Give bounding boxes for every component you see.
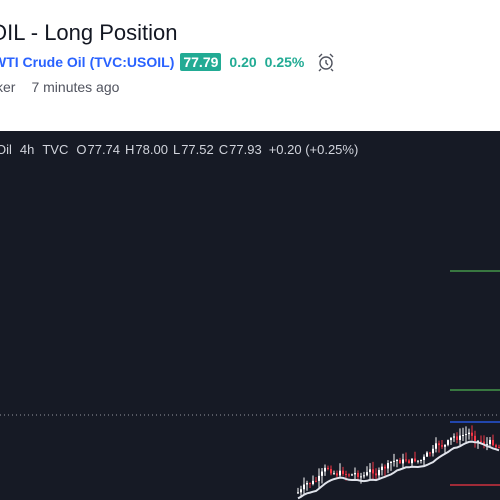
candle-body bbox=[462, 435, 464, 437]
candle-body bbox=[435, 443, 437, 449]
candle-body bbox=[369, 469, 371, 473]
alarm-clock-icon[interactable] bbox=[316, 52, 336, 72]
candle-body bbox=[495, 445, 497, 448]
candle-body bbox=[447, 440, 449, 445]
candle-body bbox=[321, 471, 323, 476]
candle-body bbox=[366, 472, 368, 476]
candle-body bbox=[402, 459, 404, 464]
legend-high: 78.00 bbox=[135, 142, 168, 157]
candle-body bbox=[459, 435, 461, 440]
candle-body bbox=[375, 473, 377, 476]
candle-body bbox=[450, 437, 452, 441]
candle-body bbox=[363, 475, 365, 477]
candle-body bbox=[480, 440, 482, 442]
moving-average-line bbox=[297, 440, 500, 500]
candle-body bbox=[453, 436, 455, 438]
candle-body bbox=[465, 434, 467, 436]
candle-body bbox=[381, 466, 383, 471]
candle-body bbox=[306, 483, 308, 485]
candle-body bbox=[387, 462, 389, 469]
candle-body bbox=[498, 447, 500, 449]
candle-body bbox=[432, 448, 434, 454]
candle-body bbox=[441, 445, 443, 447]
symbol-row: WTI Crude Oil (TVC:USOIL) 77.79 0.20 0.2… bbox=[0, 52, 336, 72]
price-chart[interactable]: Oil 4h TVC O 77.74 H 78.00 L 77.52 C 77.93 +… bbox=[0, 131, 500, 500]
candle-body bbox=[315, 480, 317, 482]
price-change-percent: 0.25% bbox=[264, 54, 305, 70]
author-name[interactable]: ker bbox=[0, 79, 16, 95]
candle-body bbox=[423, 456, 425, 460]
price-change: 0.20 bbox=[229, 54, 257, 70]
candle-body bbox=[360, 476, 362, 478]
candle-body bbox=[486, 444, 488, 446]
candle-body bbox=[456, 436, 458, 440]
candle-body bbox=[345, 473, 347, 475]
candlestick-series bbox=[297, 425, 500, 497]
candle-body bbox=[492, 439, 494, 446]
chart-canvas bbox=[0, 270, 500, 500]
candle-body bbox=[411, 458, 413, 464]
candle-body bbox=[297, 492, 299, 494]
candle-body bbox=[318, 475, 320, 481]
candle-body bbox=[396, 460, 398, 462]
candle-body bbox=[474, 435, 476, 442]
idea-title: OIL - Long Position bbox=[0, 20, 178, 45]
candle-body bbox=[354, 472, 356, 475]
candle-body bbox=[390, 461, 392, 463]
legend-source: TVC bbox=[42, 142, 69, 157]
candle-body bbox=[312, 480, 314, 485]
candle-body bbox=[420, 459, 422, 461]
candle-body bbox=[477, 440, 479, 442]
candle-body bbox=[327, 467, 329, 470]
legend-low: 77.52 bbox=[181, 142, 214, 157]
candle-body bbox=[426, 452, 428, 457]
candle-body bbox=[348, 474, 350, 476]
candle-body bbox=[384, 466, 386, 469]
candle-body bbox=[324, 467, 326, 472]
candle-body bbox=[300, 489, 302, 493]
legend-change: +0.20 (+0.25%) bbox=[268, 142, 359, 157]
candle-body bbox=[357, 472, 359, 477]
legend-open: 77.74 bbox=[87, 142, 121, 157]
candle-body bbox=[333, 473, 335, 475]
candle-body bbox=[468, 432, 470, 435]
candle-body bbox=[399, 460, 401, 464]
legend-close: 77.93 bbox=[229, 142, 262, 157]
idea-header: OIL - Long Position WTI Crude Oil (TVC:U… bbox=[0, 0, 500, 131]
candle-body bbox=[429, 452, 431, 454]
symbol-code-link[interactable]: TVC:USOIL bbox=[94, 54, 170, 70]
price-badge: 77.79 bbox=[180, 53, 222, 71]
candle-body bbox=[351, 474, 353, 476]
candle-body bbox=[330, 469, 332, 474]
candle-body bbox=[414, 458, 416, 462]
candle-body bbox=[336, 473, 338, 476]
candle-body bbox=[417, 460, 419, 462]
candle-body bbox=[378, 470, 380, 476]
candle-body bbox=[444, 444, 446, 447]
candle-body bbox=[483, 441, 485, 445]
candle-body bbox=[405, 459, 407, 461]
ohlc-legend: Oil 4h TVC O 77.74 H 78.00 L 77.52 C 77.93 +… bbox=[0, 142, 358, 157]
candle-body bbox=[342, 470, 344, 474]
candle-body bbox=[372, 469, 374, 474]
candle-body bbox=[489, 439, 491, 445]
candle-body bbox=[303, 484, 305, 490]
legend-interval[interactable]: 4h bbox=[19, 142, 35, 157]
candle-body bbox=[393, 460, 395, 462]
legend-symbol[interactable]: Oil bbox=[0, 142, 12, 157]
candle-body bbox=[339, 470, 341, 476]
post-time: 7 minutes ago bbox=[31, 79, 120, 95]
author-row: ker 7 minutes ago bbox=[0, 79, 119, 95]
symbol-name-link[interactable]: WTI Crude Oil bbox=[0, 54, 86, 70]
candle-body bbox=[408, 460, 410, 464]
candle-body bbox=[438, 443, 440, 446]
candle-body bbox=[309, 483, 311, 485]
candle-body bbox=[471, 432, 473, 436]
